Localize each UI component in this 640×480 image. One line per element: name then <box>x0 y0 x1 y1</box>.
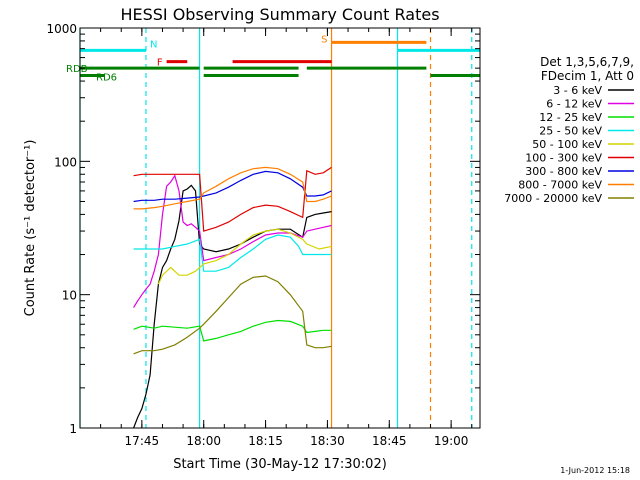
y-axis-label: Count Rate (s⁻¹ detector⁻¹) <box>23 140 38 317</box>
y-tick-label-4: 1000 <box>46 22 77 36</box>
series-line-3 <box>133 319 332 342</box>
timestamp: 1-Jun-2012 15:18 <box>560 466 630 475</box>
series-line-5 <box>157 228 332 285</box>
chart-title: HESSI Observing Summary Count Rates <box>120 5 439 24</box>
flag-s-label: S <box>321 34 327 45</box>
series-line-7 <box>133 170 332 203</box>
series-line-1 <box>133 184 332 429</box>
y-tick-label-3: 100 <box>54 155 77 169</box>
x-axis-label: Start Time (30-May-12 17:30:02) <box>173 457 387 472</box>
flag-f-label: F <box>157 58 163 69</box>
flag-rd6-label: RD6 <box>96 73 117 84</box>
legend-label-9: 7000 - 20000 keV <box>504 192 602 205</box>
series-line-4 <box>133 234 332 272</box>
legend-label-1: 3 - 6 keV <box>553 84 602 97</box>
x-tick-label-5: 18:45 <box>372 434 407 448</box>
y-tick-label-2: 10 <box>62 289 77 303</box>
legend-label-3: 12 - 25 keV <box>539 111 602 124</box>
x-tick-label-4: 18:30 <box>310 434 345 448</box>
legend-header-line-1: Det 1,3,5,6,7,9, <box>540 55 634 69</box>
series-line-9 <box>133 275 332 355</box>
plot-frame <box>79 27 481 429</box>
legend-label-7: 300 - 800 keV <box>525 165 602 178</box>
series-line-6 <box>133 166 332 232</box>
legend-label-5: 50 - 100 keV <box>532 138 602 151</box>
flag-n-label: N <box>150 39 157 50</box>
legend-label-4: 25 - 50 keV <box>539 125 602 138</box>
x-tick-label-1: 17:45 <box>125 434 160 448</box>
x-tick-label-6: 19:00 <box>434 434 469 448</box>
legend: Det 1,3,5,6,7,9, FDecim 1, Att 0 3 - 6 k… <box>504 55 634 205</box>
x-tick-label-2: 18:00 <box>186 434 221 448</box>
legend-label-2: 6 - 12 keV <box>546 98 602 111</box>
x-tick-label-3: 18:15 <box>248 434 283 448</box>
flag-rdb-label: RDB <box>66 64 88 75</box>
axes: 17:45 18:00 18:15 18:30 18:45 19:00 1 10 100 1000 <box>46 22 480 448</box>
legend-label-6: 100 - 300 keV <box>525 152 602 165</box>
plot-area: NF S RDB RD6 <box>66 28 480 429</box>
y-tick-label-1: 1 <box>69 422 77 436</box>
legend-header-line-2: FDecim 1, Att 0 <box>541 69 634 83</box>
series-line-2 <box>133 174 332 308</box>
legend-label-8: 800 - 7000 keV <box>518 179 602 192</box>
series-line-8 <box>133 166 332 210</box>
